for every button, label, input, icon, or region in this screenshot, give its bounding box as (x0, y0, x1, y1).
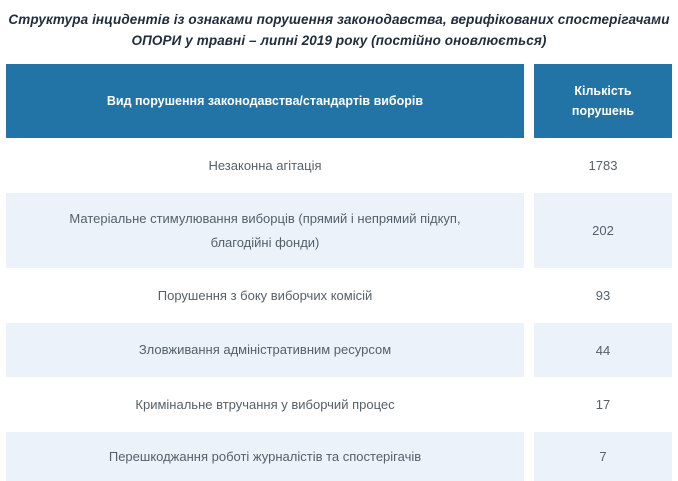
violation-type-cell: Незаконна агітація (208, 157, 322, 173)
page-title-line1: Структура інцидентів із ознаками порушен… (8, 12, 670, 27)
table-header-row: Вид порушення законодавства/стандартів в… (6, 64, 672, 138)
violation-count-cell: 44 (534, 323, 672, 377)
table-row: Зловживання адміністративним ресурсом 44 (6, 323, 672, 377)
violation-type-cell: Кримінальне втручання у виборчий процес (135, 396, 395, 412)
violation-type-cell: Порушення з боку виборчих комісій (157, 287, 373, 303)
table-row: Порушення з боку виборчих комісій 93 (6, 268, 672, 323)
page-title-line2: ОПОРИ у травні – липні 2019 року (постій… (131, 33, 547, 48)
table-row: Матеріальне стимулювання виборців (прями… (6, 193, 672, 268)
page-title: Структура інцидентів із ознаками порушен… (0, 0, 678, 51)
violation-count-cell: 202 (534, 193, 672, 268)
violation-count-cell: 1783 (588, 158, 618, 173)
table-row: Кримінальне втручання у виборчий процес … (6, 377, 672, 432)
header-violation-count: Кількість порушень (534, 64, 672, 138)
header-violation-type: Вид порушення законодавства/стандартів в… (6, 64, 524, 138)
violation-type-cell: Матеріальне стимулювання виборців (прями… (6, 193, 524, 268)
violation-count-cell: 17 (595, 397, 611, 412)
table-row: Незаконна агітація 1783 (6, 138, 672, 193)
violation-type-cell: Зловживання адміністративним ресурсом (6, 323, 524, 377)
violation-type-cell: Перешкоджання роботі журналістів та спос… (6, 432, 524, 481)
table-row: Перешкоджання роботі журналістів та спос… (6, 432, 672, 481)
violation-count-cell: 7 (534, 432, 672, 481)
violations-table: Вид порушення законодавства/стандартів в… (6, 64, 672, 481)
violation-count-cell: 93 (595, 288, 611, 303)
